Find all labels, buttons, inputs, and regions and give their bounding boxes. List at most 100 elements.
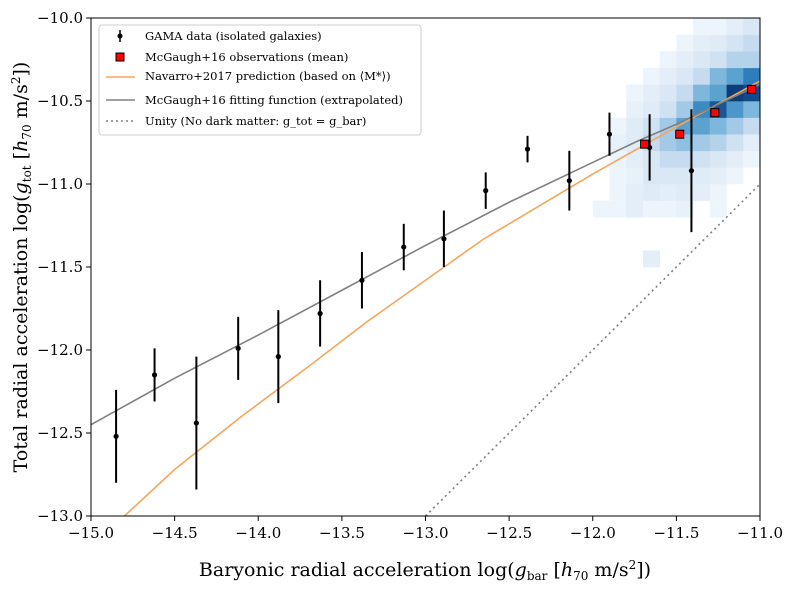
density-cell (642, 250, 660, 268)
density-cell (693, 150, 711, 168)
density-cell (743, 67, 760, 85)
density-cell (642, 117, 660, 135)
navarro-prediction-line (123, 80, 760, 516)
density-cell (659, 84, 677, 102)
density-cell (609, 184, 627, 201)
density-cell (709, 34, 727, 52)
density-cell (642, 150, 660, 168)
density-cell (659, 51, 677, 69)
y-tick-label: −11.0 (37, 175, 83, 193)
density-cell (726, 134, 744, 152)
density-cell (592, 200, 610, 218)
density-cell (693, 34, 711, 52)
density-cell (676, 84, 694, 102)
legend-entry-gama: GAMA data (isolated galaxies) (117, 29, 322, 43)
x-tick-label: −13.0 (403, 524, 449, 542)
density-cell (626, 84, 644, 102)
gama-data-point (317, 280, 323, 347)
density-cell (642, 84, 660, 102)
y-tick-label: −10.0 (37, 9, 83, 27)
gama-data-point (441, 210, 447, 267)
density-cell (659, 184, 677, 201)
density-cell (659, 167, 677, 185)
gama-data-point (566, 150, 572, 211)
x-tick-label: −11.0 (737, 524, 783, 542)
density-cell (626, 200, 644, 218)
density-cell (726, 67, 744, 85)
gama-data-point (113, 389, 119, 483)
gama-data-point (524, 135, 531, 163)
legend-box (98, 24, 422, 136)
density-cell (709, 67, 727, 85)
legend-entry-mcgaugh-obs: McGaugh+16 observations (mean) (115, 50, 348, 64)
density-cell (626, 101, 644, 118)
mcgaugh-observation-marker (710, 108, 720, 118)
density-cell (743, 18, 760, 35)
point-series (113, 84, 757, 490)
density-cell (676, 67, 694, 85)
x-tick-label: −15.0 (68, 524, 114, 542)
gama-marker (317, 310, 323, 317)
density-cell (709, 84, 727, 102)
gama-marker (193, 420, 199, 426)
density-cell (743, 34, 760, 52)
density-cell (693, 117, 711, 135)
density-cell (693, 184, 711, 201)
density-cell (676, 101, 694, 118)
x-tick-label: −12.0 (570, 524, 616, 542)
legend-entry-mcgaugh-fit: McGaugh+16 fitting function (extrapolate… (106, 93, 403, 107)
density-cell (709, 184, 727, 201)
gama-marker (113, 433, 119, 439)
density-cell (726, 101, 744, 118)
density-cell (709, 117, 727, 135)
gama-marker (688, 168, 695, 174)
density-cell (743, 150, 760, 168)
density-cell (642, 101, 660, 118)
density-cell (659, 150, 677, 168)
gama-marker (524, 146, 531, 152)
density-cell (642, 200, 660, 218)
density-cell (726, 117, 744, 135)
density-cell (626, 167, 644, 185)
gama-data-point (606, 112, 613, 156)
density-cell (743, 51, 760, 69)
gama-data-point (688, 109, 695, 233)
density-cell (709, 150, 727, 168)
unity-line (424, 183, 760, 516)
y-tick-label: −13.0 (37, 507, 83, 525)
gama-data-point (483, 172, 489, 209)
legend-entry-unity: Unity (No dark matter: g_tot = g_bar) (106, 114, 366, 128)
density-cell (659, 134, 677, 152)
density-cell (609, 134, 627, 152)
density-cell (726, 150, 744, 168)
density-cell (659, 101, 677, 118)
mcgaugh-observation-marker (640, 139, 650, 149)
legend-label-mcgaugh-obs: McGaugh+16 observations (mean) (145, 50, 348, 64)
y-axis-label: Total radial acceleration log(gtot [h70 … (9, 62, 34, 473)
line-series (91, 80, 760, 516)
x-tick-label: −12.5 (486, 524, 532, 542)
gama-marker (441, 236, 447, 242)
density-cell (659, 67, 677, 85)
y-tick-label: −12.0 (37, 341, 83, 359)
legend-entry-navarro: Navarro+2017 prediction (based on ⟨M*⟩) (106, 69, 391, 83)
density-cell (743, 134, 760, 152)
density-cell (693, 134, 711, 152)
density-cell (726, 34, 744, 52)
density-cell (693, 84, 711, 102)
density-cell (726, 167, 744, 185)
density-cell (676, 34, 694, 52)
density-cell (693, 18, 711, 35)
density-cell (676, 51, 694, 69)
gama-marker (606, 131, 613, 137)
gama-marker (151, 372, 158, 378)
density-cell (642, 167, 660, 185)
x-tick-label: −11.5 (653, 524, 699, 542)
gama-marker (483, 188, 489, 194)
x-tick-label: −13.5 (319, 524, 365, 542)
x-tick-label: −14.5 (152, 524, 198, 542)
density-cell (709, 18, 727, 35)
gama-data-point (193, 356, 199, 490)
mcgaugh-observation-marker (675, 129, 685, 139)
